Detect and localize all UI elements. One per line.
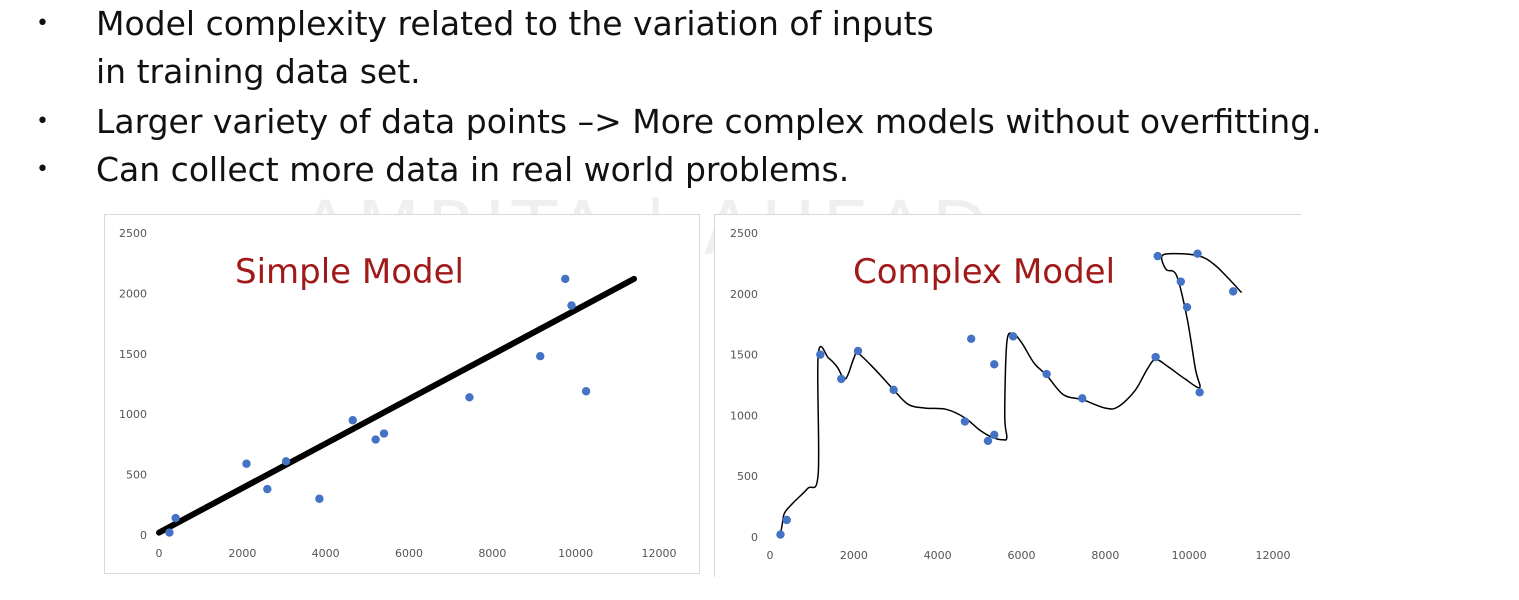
chart-title: Simple Model — [235, 252, 464, 292]
bullet-text-line: Can collect more data in real world prob… — [96, 150, 850, 189]
data-point — [315, 494, 324, 503]
simple-model-chart-panel: Simple Model 0 500 1000 1500 2000 2500 0 2000 40… — [104, 214, 700, 574]
bullet-text-line: Larger variety of data points –> More co… — [96, 102, 1322, 141]
data-point — [465, 393, 474, 402]
data-point — [536, 352, 545, 361]
data-point — [1182, 302, 1192, 312]
data-point — [889, 385, 898, 395]
x-tick-label: 8000 — [478, 547, 506, 560]
data-point — [782, 515, 791, 525]
data-point — [990, 430, 999, 440]
y-tick-label: 0 — [751, 531, 758, 544]
bullet-marker: • — [36, 109, 49, 134]
data-point — [776, 530, 785, 539]
x-tick-label: 4000 — [924, 549, 952, 562]
x-tick-label: 12000 — [642, 547, 677, 560]
data-point — [171, 513, 180, 523]
x-tick-label: 8000 — [1091, 549, 1119, 562]
data-point — [581, 387, 591, 396]
y-tick-label: 500 — [737, 470, 758, 483]
data-point — [263, 484, 272, 494]
y-tick-label: 500 — [126, 469, 147, 482]
x-tick-label: 2000 — [840, 549, 868, 562]
y-tick-label: 1000 — [119, 408, 147, 421]
data-point — [816, 350, 825, 359]
data-point — [281, 457, 291, 466]
x-tick-label: 10000 — [558, 547, 593, 560]
y-tick-label: 1500 — [119, 348, 147, 361]
y-tick-label: 1000 — [730, 409, 758, 422]
data-point — [1042, 369, 1051, 379]
data-point — [967, 334, 976, 343]
data-point — [837, 374, 846, 384]
data-point — [983, 436, 993, 446]
fit-line — [156, 275, 637, 536]
data-point — [1008, 332, 1018, 341]
data-point — [1228, 287, 1238, 296]
data-point — [1151, 352, 1160, 362]
data-point — [1078, 394, 1087, 403]
data-point — [853, 346, 863, 356]
data-point — [348, 416, 357, 425]
bullet-marker: • — [36, 157, 49, 182]
x-tick-label: 10000 — [1172, 549, 1207, 562]
data-point — [990, 360, 999, 369]
y-tick-label: 2500 — [730, 227, 758, 240]
chart-title: Complex Model — [853, 252, 1115, 292]
complex-model-chart-panel: Complex Model 0 500 1000 1500 2000 2500 0 2000 4… — [714, 214, 1301, 577]
data-point — [561, 274, 570, 284]
y-tick-label: 2500 — [119, 227, 147, 240]
data-point — [379, 429, 389, 438]
x-tick-label: 0 — [767, 549, 774, 562]
data-point — [567, 301, 576, 310]
y-tick-label: 1500 — [730, 349, 758, 362]
bullet-text-line: in training data set. — [96, 52, 421, 91]
data-point — [1193, 249, 1202, 258]
data-point — [960, 417, 970, 426]
y-tick-label: 0 — [140, 529, 147, 542]
x-tick-label: 2000 — [228, 547, 256, 560]
x-tick-label: 12000 — [1256, 549, 1291, 562]
data-point — [1153, 251, 1162, 261]
x-tick-label: 6000 — [395, 547, 423, 560]
simple-model-chart: Simple Model 0 500 1000 1500 2000 2500 0 2000 40… — [119, 227, 677, 560]
data-point — [371, 435, 380, 444]
y-tick-label: 2000 — [730, 288, 758, 301]
fit-curve — [779, 252, 1243, 535]
x-tick-label: 0 — [156, 547, 163, 560]
data-point — [1176, 277, 1185, 286]
data-point — [1195, 388, 1204, 397]
x-tick-label: 4000 — [312, 547, 340, 560]
data-point — [165, 528, 174, 537]
bullet-marker: • — [36, 11, 49, 36]
data-point — [242, 459, 251, 468]
complex-model-chart: Complex Model 0 500 1000 1500 2000 2500 0 2000 4… — [730, 227, 1291, 562]
bullet-text-line: Model complexity related to the variatio… — [96, 4, 934, 43]
y-tick-label: 2000 — [119, 287, 147, 300]
x-tick-label: 6000 — [1008, 549, 1036, 562]
